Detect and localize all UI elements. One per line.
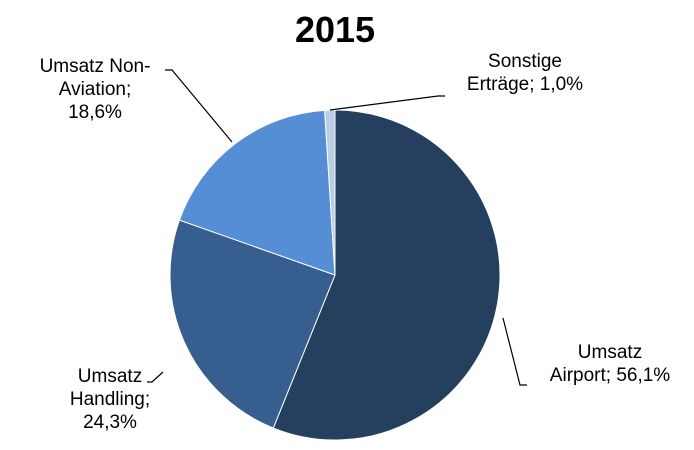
data-label: Umsatz Airport; 56,1% [550, 342, 670, 386]
leader-line [502, 317, 527, 386]
data-label: Umsatz Non-Aviation; 18,6% [40, 56, 151, 123]
leader-line [147, 371, 164, 383]
pie-slice [324, 109, 336, 276]
pie-slice [272, 109, 501, 441]
pie-slice [178, 109, 336, 276]
data-label: Umsatz Handling; 24,3% [70, 366, 150, 433]
chart-title: 2015 [295, 9, 375, 50]
data-label: Sonstige Erträge; 1,0% [467, 51, 583, 95]
pie-slice [169, 219, 336, 429]
leader-line [165, 69, 233, 143]
leader-line [329, 95, 445, 111]
